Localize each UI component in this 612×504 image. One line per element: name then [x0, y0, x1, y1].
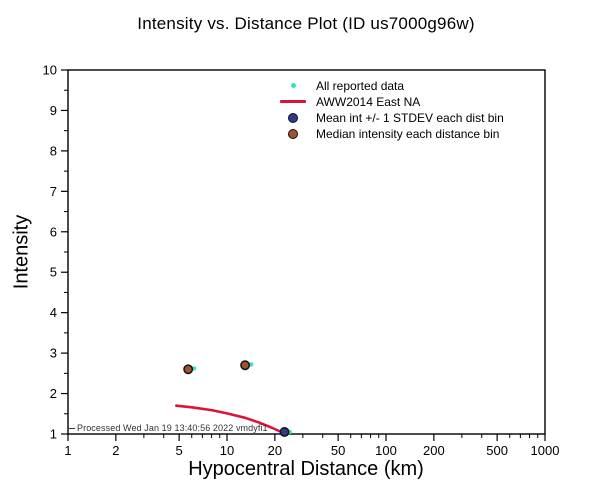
- legend-marker: [276, 100, 310, 103]
- x-tick-label: 20: [268, 443, 282, 458]
- x-tick-label: 200: [423, 443, 445, 458]
- x-axis: 1 2 5 10 20 50 100 200 500 1000: [64, 434, 559, 458]
- y-tick-label: 4: [50, 305, 57, 320]
- y-tick-label: 3: [50, 346, 57, 361]
- x-tick-label: 10: [220, 443, 234, 458]
- x-tick-label: 50: [331, 443, 345, 458]
- median-circle-icon: [288, 128, 298, 139]
- legend-item-all-reported-data: All reported data: [276, 78, 504, 93]
- y-axis-title: Intensity: [10, 214, 33, 290]
- legend-label-median-intensity: Median intensity each distance bin: [316, 126, 500, 141]
- series-median-intensity-each-distance-bin: [183, 360, 251, 375]
- series-mean-int-1-stdev-each-dist-bin: [279, 427, 290, 437]
- mean-circle-icon: [288, 112, 298, 123]
- x-tick-label: 5: [176, 443, 183, 458]
- x-tick-label: 500: [486, 443, 508, 458]
- legend-marker: [276, 112, 310, 123]
- y-tick-label: 10: [43, 63, 57, 78]
- legend-label-aww2014-east-na: AWW2014 East NA: [316, 94, 421, 109]
- y-tick-label: 6: [50, 224, 57, 239]
- y-tick-label: 7: [50, 184, 57, 199]
- legend-item-median-intensity: Median intensity each distance bin: [276, 126, 504, 141]
- legend-item-aww2014-east-na: AWW2014 East NA: [276, 94, 504, 109]
- processed-timestamp-note: Processed Wed Jan 19 13:40:56 2022 vmdyf…: [77, 423, 268, 433]
- legend-item-mean-intensity: Mean int +/- 1 STDEV each dist bin: [276, 110, 504, 125]
- legend-label-mean-intensity: Mean int +/- 1 STDEV each dist bin: [316, 110, 504, 125]
- y-tick-label: 8: [50, 143, 57, 158]
- x-tick-label: 100: [375, 443, 397, 458]
- y-tick-label: 1: [50, 427, 57, 442]
- series-aww2014-east-na: [175, 404, 287, 436]
- legend-marker: [276, 128, 310, 139]
- legend: All reported data AWW2014 East NA Mean i…: [276, 78, 504, 141]
- legend-label-all-reported-data: All reported data: [316, 78, 405, 93]
- all-data-dot-icon: [290, 83, 296, 88]
- y-tick-label: 5: [50, 265, 57, 280]
- y-tick-label: 9: [50, 103, 57, 118]
- legend-marker: [276, 83, 310, 88]
- curve-line-icon: [280, 100, 306, 103]
- y-tick-label: 2: [50, 386, 57, 401]
- x-tick-label: 1: [64, 443, 71, 458]
- x-tick-label: 1000: [531, 443, 560, 458]
- page-title: Intensity vs. Distance Plot (ID us7000g9…: [137, 14, 475, 33]
- x-axis-title: Hypocentral Distance (km): [188, 458, 424, 480]
- x-tick-label: 2: [112, 443, 119, 458]
- y-axis: 1 2 3 4 5 6 7 8 9 10: [43, 63, 68, 442]
